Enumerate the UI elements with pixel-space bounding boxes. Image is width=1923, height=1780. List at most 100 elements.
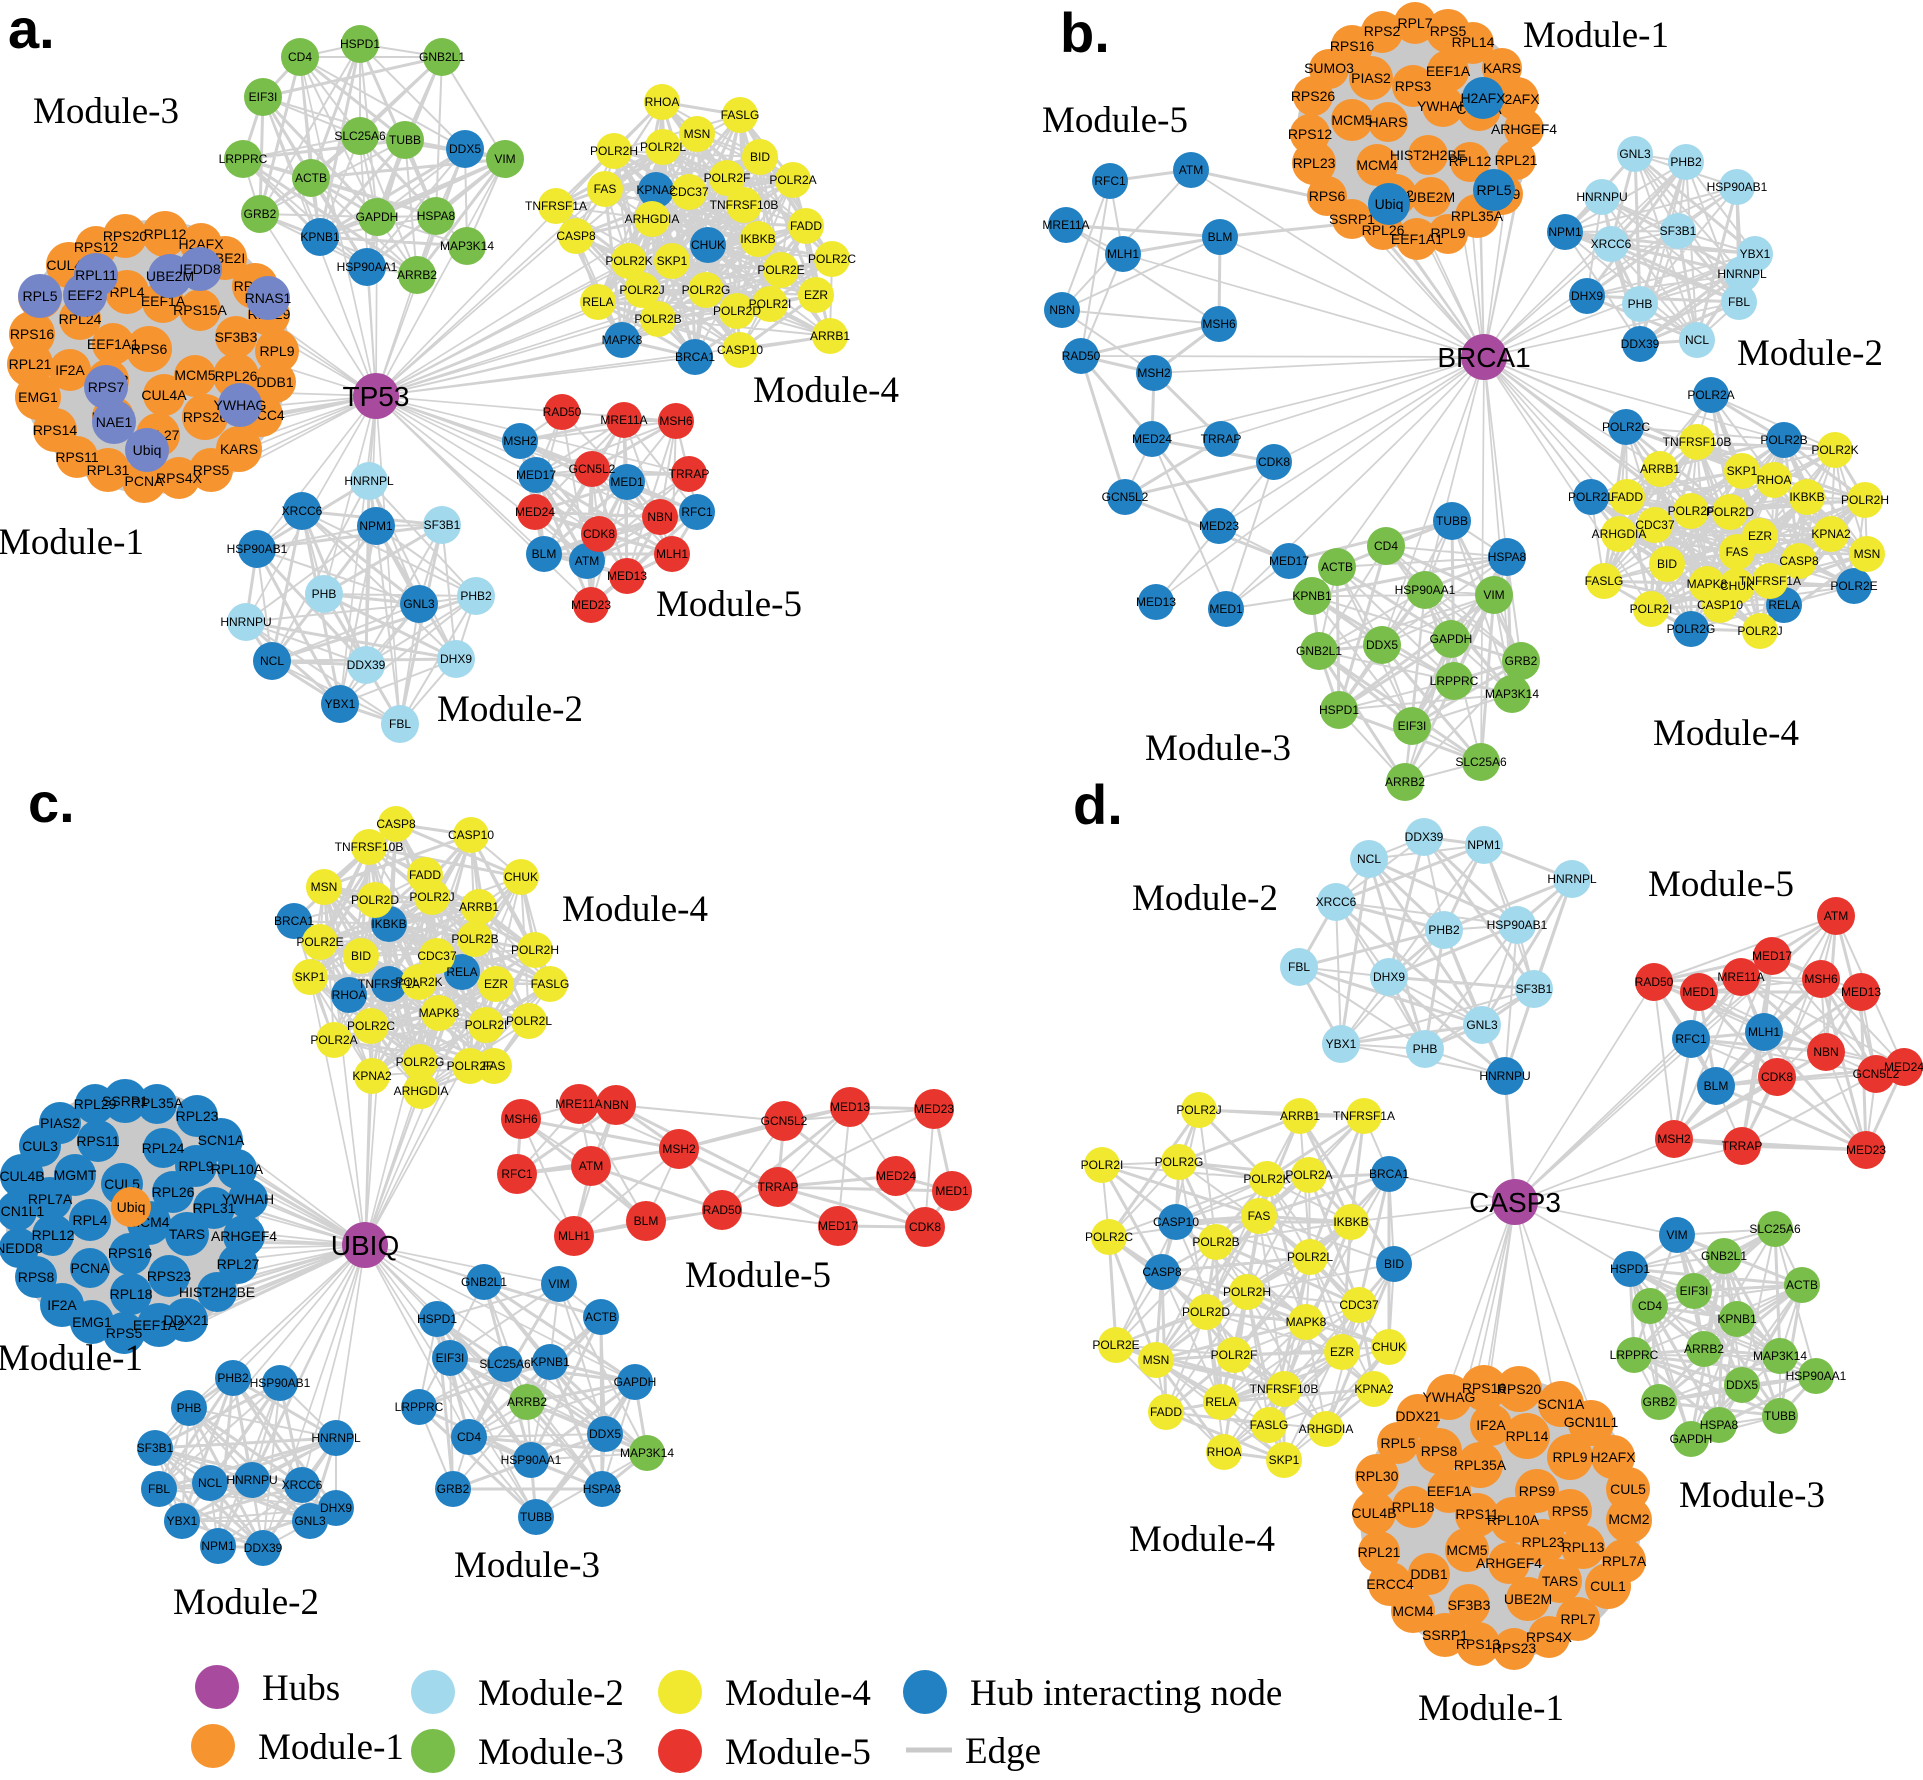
svg-text:IF2A: IF2A (55, 362, 85, 378)
svg-text:EIF3I: EIF3I (1398, 719, 1427, 733)
svg-text:RPS14: RPS14 (33, 422, 78, 438)
svg-text:POLR2K: POLR2K (1243, 1172, 1290, 1186)
svg-text:TARS: TARS (169, 1226, 205, 1242)
svg-text:Module-4: Module-4 (1653, 713, 1799, 754)
svg-text:POLR2C: POLR2C (1085, 1230, 1133, 1244)
svg-text:TNFRSF10B: TNFRSF10B (335, 840, 404, 854)
svg-text:NBN: NBN (603, 1098, 628, 1112)
svg-text:POLR2J: POLR2J (1737, 624, 1782, 638)
svg-text:ARRB2: ARRB2 (397, 268, 437, 282)
svg-text:Module-5: Module-5 (685, 1255, 831, 1296)
svg-text:ARRB2: ARRB2 (507, 1395, 547, 1409)
svg-text:CUL4A: CUL4A (141, 387, 187, 403)
svg-text:HSPA8: HSPA8 (1488, 550, 1527, 564)
svg-text:Module-4: Module-4 (1129, 1519, 1275, 1560)
svg-text:EZR: EZR (1748, 529, 1772, 543)
svg-text:RNAS1: RNAS1 (245, 290, 292, 306)
svg-text:GAPDH: GAPDH (1670, 1432, 1713, 1446)
svg-text:HSPA8: HSPA8 (1700, 1418, 1739, 1432)
svg-text:YBX1: YBX1 (325, 697, 356, 711)
svg-text:CHUK: CHUK (504, 870, 538, 884)
svg-text:HSP90AA1: HSP90AA1 (1395, 583, 1456, 597)
svg-text:EEF1A1: EEF1A1 (87, 336, 139, 352)
svg-text:CDC37: CDC37 (1635, 518, 1675, 532)
svg-text:MLH1: MLH1 (1107, 247, 1139, 261)
svg-text:RPL35A: RPL35A (131, 1095, 184, 1111)
svg-text:KPNB1: KPNB1 (1292, 589, 1332, 603)
svg-text:HSP90AB1: HSP90AB1 (227, 542, 288, 556)
svg-text:BRCA1: BRCA1 (1369, 1167, 1409, 1181)
svg-text:ATM: ATM (1824, 909, 1848, 923)
svg-text:MCM5: MCM5 (174, 367, 215, 383)
svg-text:MCM4: MCM4 (1392, 1603, 1433, 1619)
svg-text:RPL18: RPL18 (110, 1286, 153, 1302)
svg-text:NPM1: NPM1 (1467, 838, 1501, 852)
svg-text:FASLG: FASLG (1585, 574, 1624, 588)
svg-text:UBIQ: UBIQ (331, 1230, 399, 1261)
svg-text:PHB: PHB (312, 587, 337, 601)
svg-text:H2AFX: H2AFX (178, 236, 224, 252)
svg-text:b.: b. (1060, 1, 1110, 64)
svg-text:BID: BID (1657, 557, 1677, 571)
svg-text:CDC37: CDC37 (669, 185, 709, 199)
svg-text:MSN: MSN (1143, 1353, 1170, 1367)
svg-text:RELA: RELA (446, 965, 477, 979)
svg-text:KARS: KARS (1483, 60, 1521, 76)
svg-text:ARHGEF4: ARHGEF4 (1491, 121, 1557, 137)
svg-text:RPL12: RPL12 (1449, 153, 1492, 169)
svg-text:POLR2A: POLR2A (1687, 388, 1734, 402)
svg-text:HIST2H2BE: HIST2H2BE (179, 1284, 255, 1300)
svg-text:GCN5L2: GCN5L2 (569, 462, 616, 476)
svg-text:LRPPRC: LRPPRC (219, 152, 268, 166)
svg-text:RPL9: RPL9 (178, 1158, 213, 1174)
svg-text:POLR2C: POLR2C (347, 1019, 395, 1033)
svg-text:POLR2F: POLR2F (447, 1059, 494, 1073)
svg-text:RPL21: RPL21 (9, 356, 52, 372)
svg-text:HSPD1: HSPD1 (340, 37, 380, 51)
svg-text:RPL31: RPL31 (87, 462, 130, 478)
svg-text:SF3B1: SF3B1 (137, 1441, 174, 1455)
svg-text:POLR2G: POLR2G (682, 283, 731, 297)
svg-text:Ubiq: Ubiq (1375, 196, 1404, 212)
svg-text:TNFRSF10B: TNFRSF10B (1663, 435, 1732, 449)
svg-text:HNRNPL: HNRNPL (344, 474, 394, 488)
svg-text:RPS3: RPS3 (1395, 78, 1432, 94)
svg-text:UBE2M: UBE2M (1407, 189, 1455, 205)
svg-text:FAS: FAS (483, 1059, 506, 1073)
svg-text:EIF3I: EIF3I (436, 1351, 465, 1365)
svg-text:Module-5: Module-5 (656, 584, 802, 625)
svg-text:RPL26: RPL26 (152, 1184, 195, 1200)
svg-text:SKP1: SKP1 (657, 254, 688, 268)
svg-text:EMG1: EMG1 (18, 389, 58, 405)
svg-text:EZR: EZR (1330, 1345, 1354, 1359)
svg-text:ACTB: ACTB (585, 1310, 617, 1324)
svg-text:DHX9: DHX9 (1571, 289, 1603, 303)
svg-text:RPL31: RPL31 (193, 1200, 236, 1216)
svg-text:ATM: ATM (1179, 163, 1203, 177)
svg-text:MSH6: MSH6 (659, 414, 693, 428)
svg-text:TRRAP: TRRAP (669, 467, 710, 481)
svg-text:ARRB2: ARRB2 (1684, 1342, 1724, 1356)
svg-text:TUBB: TUBB (1436, 514, 1468, 528)
svg-text:CDK8: CDK8 (909, 1220, 941, 1234)
svg-text:MED1: MED1 (610, 475, 644, 489)
svg-text:RPL5: RPL5 (1380, 1435, 1415, 1451)
svg-text:Module-1: Module-1 (1418, 1688, 1564, 1729)
svg-text:GRB2: GRB2 (1643, 1395, 1676, 1409)
svg-text:NPM1: NPM1 (201, 1539, 235, 1553)
svg-text:GAPDH: GAPDH (614, 1375, 657, 1389)
svg-text:MSH6: MSH6 (1202, 317, 1236, 331)
svg-text:MED24: MED24 (515, 505, 555, 519)
svg-text:RPS5: RPS5 (1552, 1503, 1589, 1519)
svg-text:RPL23: RPL23 (1293, 155, 1336, 171)
svg-text:a.: a. (8, 0, 55, 60)
svg-text:POLR2G: POLR2G (1155, 1155, 1204, 1169)
svg-text:MED17: MED17 (1752, 949, 1792, 963)
svg-text:DDX21: DDX21 (1395, 1408, 1440, 1424)
svg-text:DDX39: DDX39 (244, 1541, 283, 1555)
svg-text:GNL3: GNL3 (294, 1514, 326, 1528)
svg-text:FADD: FADD (1611, 490, 1643, 504)
svg-text:Module-3: Module-3 (454, 1545, 600, 1586)
svg-text:TARS: TARS (1542, 1573, 1578, 1589)
svg-text:MRE11A: MRE11A (600, 413, 647, 427)
